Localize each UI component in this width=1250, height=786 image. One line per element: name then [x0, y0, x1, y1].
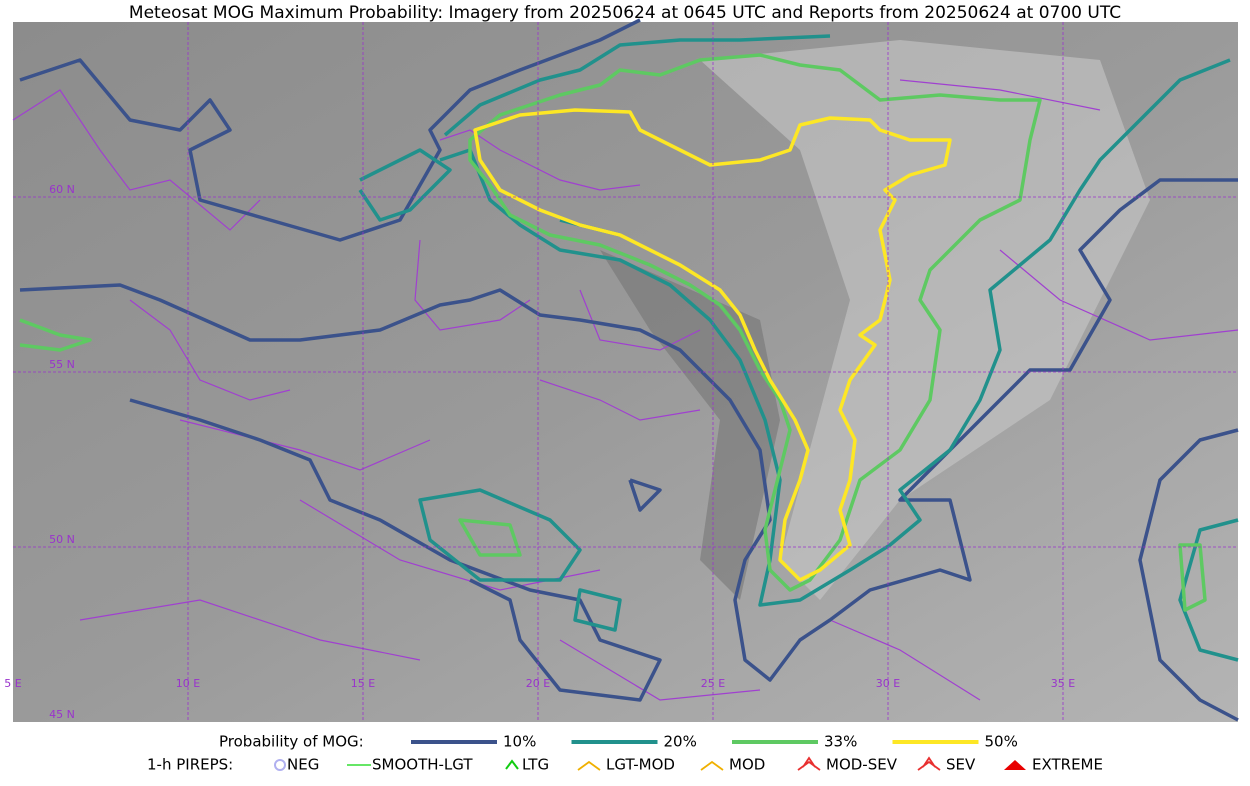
legend-icon	[797, 756, 821, 771]
longitude-label: 25 E	[701, 677, 725, 690]
legend-label: Probability of MOG:	[219, 733, 364, 751]
legend-label: SMOOTH-LGT	[372, 756, 473, 774]
longitude-label: 20 E	[526, 677, 550, 690]
legend-label: 10%	[503, 733, 536, 751]
legend-icon	[274, 759, 286, 771]
latitude-label: 60 N	[49, 183, 75, 196]
legend-label: MOD-SEV	[826, 756, 898, 774]
legend-label: NEG	[287, 756, 319, 774]
legend: Probability of MOG: 10% 20% 33% 50% 1-h PIREP…	[147, 733, 1103, 774]
legend-icon	[1004, 760, 1026, 770]
title: Meteosat MOG Maximum Probability: Imager…	[129, 3, 1121, 23]
legend-label: 50%	[985, 733, 1018, 751]
latitude-label: 50 N	[49, 533, 75, 546]
map	[12, 18, 1239, 722]
longitude-label: 15 E	[351, 677, 375, 690]
legend-icon	[577, 760, 601, 771]
longitude-label: 30 E	[876, 677, 900, 690]
legend-icon	[505, 759, 519, 770]
graticule: 5 E 10 E 15 E 20 E 25 E 30 E 35 E 60 N 55 N 50 N 4…	[4, 22, 1238, 722]
longitude-label: 5 E	[4, 677, 21, 690]
legend-label: MOD	[729, 756, 765, 774]
legend-label: 33%	[824, 733, 857, 751]
legend-label: SEV	[946, 756, 976, 774]
legend-label: 1-h PIREPS:	[147, 756, 233, 774]
longitude-label: 35 E	[1051, 677, 1075, 690]
latitude-label: 55 N	[49, 358, 75, 371]
legend-label: EXTREME	[1032, 756, 1103, 774]
latitude-label: 45 N	[49, 708, 75, 721]
legend-label: LGT-MOD	[606, 756, 675, 774]
legend-icon	[917, 756, 941, 771]
longitude-label: 10 E	[176, 677, 200, 690]
legend-label: 20%	[664, 733, 697, 751]
legend-icon	[700, 760, 724, 771]
legend-label: LTG	[522, 756, 549, 774]
